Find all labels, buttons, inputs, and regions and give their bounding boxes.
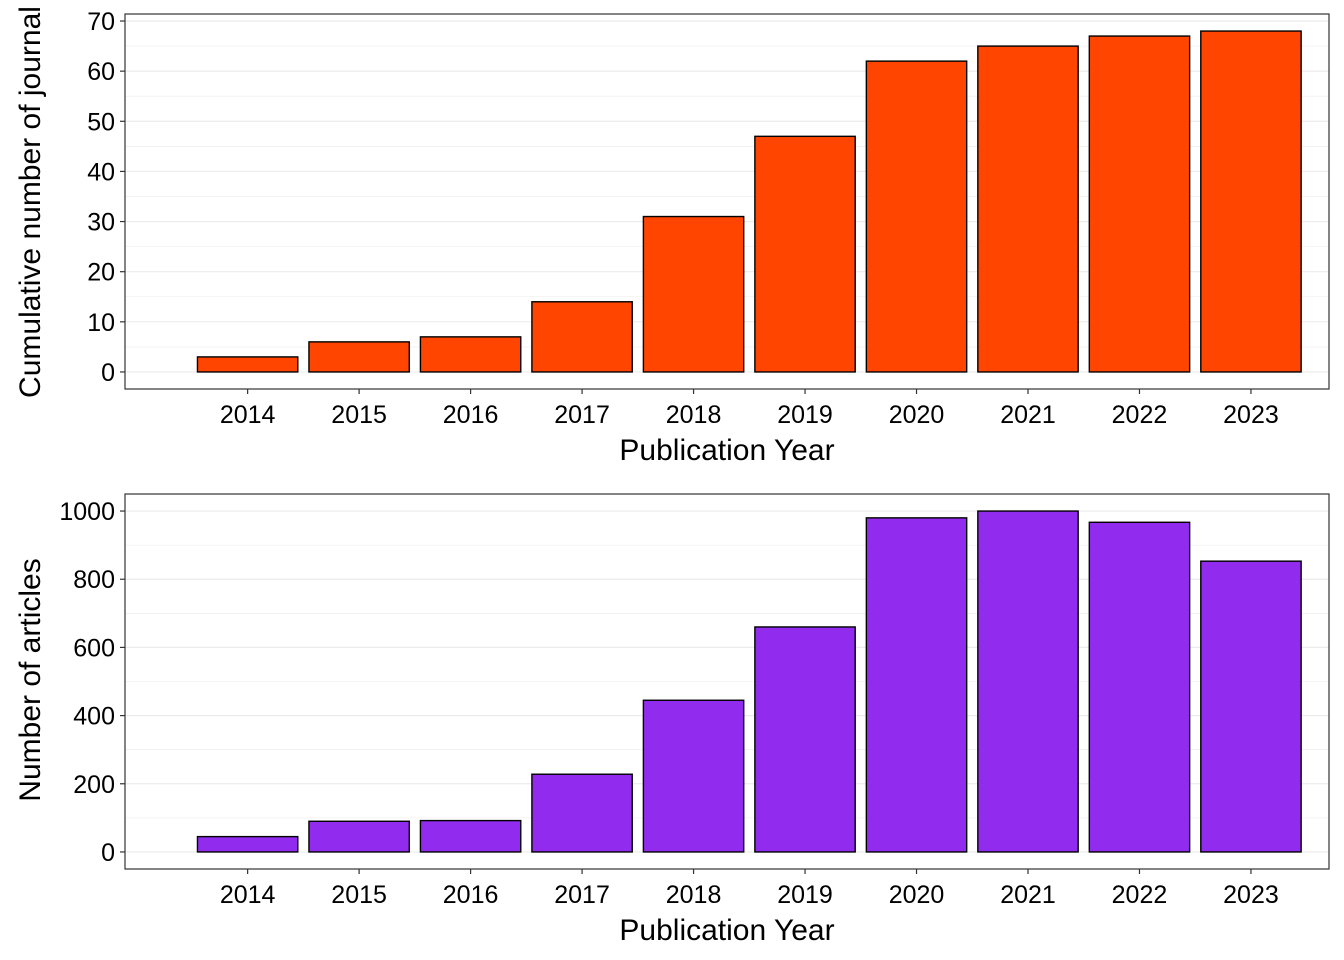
journals-bar-2016: [419, 336, 522, 373]
articles-y-ticks: 0 200 400 600 800 1000: [59, 498, 125, 867]
journals-bar-2022: [1088, 35, 1191, 373]
articles-x-tick-label: 2016: [443, 881, 499, 909]
journals-bar-2023: [1200, 30, 1302, 373]
articles-panel-border: [124, 493, 1330, 870]
journals-y-tick-label: 30: [87, 209, 115, 237]
journals-y-axis-title: Cumulative number of journal: [14, 6, 47, 398]
articles-bar-2019: [754, 626, 856, 853]
articles-x-tick-label: 2018: [666, 881, 722, 909]
journals-x-tick-label: 2021: [1000, 401, 1056, 429]
articles-x-tick-label: 2021: [1000, 881, 1056, 909]
journals-y-tick-label: 20: [87, 259, 115, 287]
journals-x-ticks: 2014 2015 2016 2017 2018 2019 2020 2021 2022 2023: [220, 389, 1279, 429]
journals-x-axis-title: Publication Year: [619, 434, 834, 467]
journals-bars: [196, 30, 1302, 373]
journals-bar-2018: [642, 215, 745, 373]
journals-panel-border: [124, 13, 1330, 390]
journals-bar-2015: [308, 341, 410, 373]
articles-x-tick-label: 2020: [889, 881, 945, 909]
articles-y-tick-label: 800: [73, 566, 115, 594]
articles-x-tick-label: 2017: [554, 881, 610, 909]
journals-y-tick-label: 60: [87, 58, 115, 86]
journals-y-tick-label: 40: [87, 158, 115, 186]
journals-x-tick-label: 2019: [777, 401, 833, 429]
articles-y-tick-label: 400: [73, 703, 115, 731]
articles-x-tick-label: 2019: [777, 881, 833, 909]
articles-bars: [196, 510, 1302, 853]
articles-bar-2016: [419, 819, 522, 853]
journals-x-tick-label: 2017: [554, 401, 610, 429]
articles-bar-2023: [1200, 560, 1302, 853]
journals-y-tick-label: 10: [87, 309, 115, 337]
journals-x-tick-label: 2015: [331, 401, 387, 429]
journals-y-ticks: 0 10 20 30 40 50 60 70: [87, 8, 125, 387]
journals-bar-2021: [977, 45, 1079, 373]
chart-journals: 0 10 20 30 40 50 60 70 2014 2015 2016 2017 2018 2019…: [14, 6, 1330, 467]
journals-bar-2014: [196, 356, 299, 373]
journals-y-tick-label: 50: [87, 108, 115, 136]
journals-bar-2017: [531, 301, 633, 373]
articles-x-ticks: 2014 2015 2016 2017 2018 2019 2020 2021 2022 2023: [220, 869, 1279, 909]
journals-bar-2019: [754, 135, 856, 373]
articles-x-tick-label: 2022: [1112, 881, 1168, 909]
articles-x-axis-title: Publication Year: [619, 914, 834, 947]
articles-x-tick-label: 2014: [220, 881, 276, 909]
journals-y-tick-label: 0: [101, 359, 115, 387]
journals-x-tick-label: 2014: [220, 401, 276, 429]
articles-bar-2021: [977, 510, 1079, 853]
articles-y-axis-title: Number of articles: [14, 558, 47, 801]
articles-bar-2020: [865, 517, 968, 853]
articles-x-tick-label: 2015: [331, 881, 387, 909]
articles-y-tick-label: 1000: [59, 498, 115, 526]
journals-x-tick-label: 2023: [1223, 401, 1279, 429]
articles-bar-2017: [531, 773, 633, 853]
journals-x-tick-label: 2022: [1112, 401, 1168, 429]
articles-y-tick-label: 600: [73, 634, 115, 662]
journals-y-tick-label: 70: [87, 8, 115, 36]
articles-y-tick-label: 200: [73, 771, 115, 799]
journals-x-tick-label: 2016: [443, 401, 499, 429]
journals-bar-2020: [865, 60, 968, 373]
articles-y-tick-label: 0: [101, 839, 115, 867]
articles-x-tick-label: 2023: [1223, 881, 1279, 909]
articles-bar-2015: [308, 820, 410, 853]
journals-x-tick-label: 2020: [889, 401, 945, 429]
articles-bar-2014: [196, 835, 299, 853]
journals-x-tick-label: 2018: [666, 401, 722, 429]
articles-bar-2018: [642, 699, 745, 853]
articles-bar-2022: [1088, 521, 1191, 853]
